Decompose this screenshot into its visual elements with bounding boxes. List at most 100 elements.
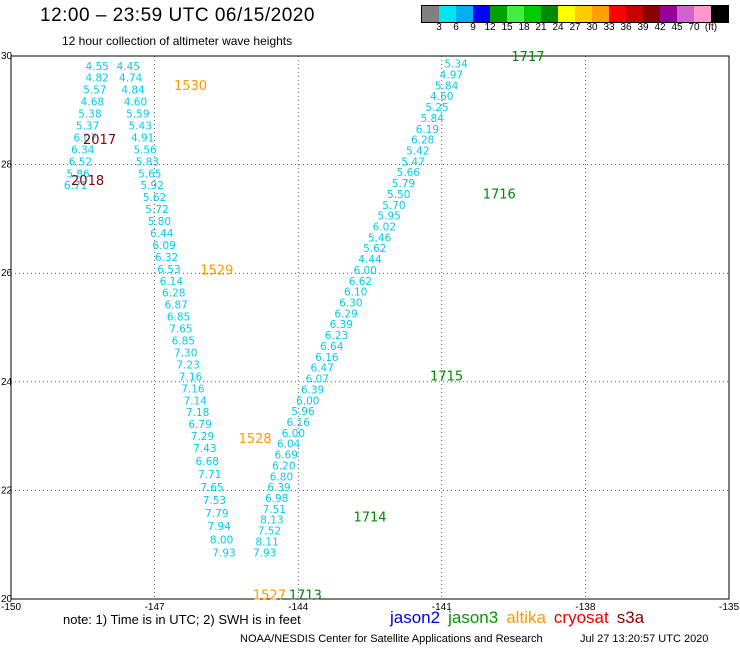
legend-swatch: [609, 6, 626, 22]
swh-label: 6.02: [373, 222, 396, 234]
pass-label: 2018: [71, 174, 104, 189]
pass-label: 1528: [239, 432, 272, 447]
axis-ticks: -150 -147 -144 -141 -138 -135 20 22 24 26 28 30: [1, 51, 739, 610]
swh-label: 5.80: [148, 216, 171, 228]
swh-label: 6.68: [196, 456, 219, 468]
satellite-name: altika: [506, 608, 546, 627]
swh-label: 5.86: [66, 168, 90, 180]
legend-label: 15: [501, 22, 513, 33]
swh-label: 5.37: [76, 121, 99, 133]
legend-label: (ft): [704, 22, 718, 33]
swh-label: 4.60: [430, 91, 453, 103]
legend-label: 24: [552, 22, 564, 33]
satellite-name: s3a: [616, 608, 645, 627]
swh-label: 7.94: [208, 521, 232, 533]
legend-swatch: [660, 6, 677, 22]
swh-label: 5.62: [363, 243, 386, 255]
swh-label: 5.65: [138, 168, 161, 180]
page-title: 12:00 – 23:59 UTC 06/15/2020: [40, 5, 315, 26]
legend-swatch: [490, 6, 507, 22]
swh-label: 6.16: [287, 417, 311, 429]
swh-label: 7.23: [176, 359, 199, 371]
legend-label: 18: [518, 22, 530, 33]
swh-label: 6.98: [265, 493, 288, 505]
legend-swatch: [507, 6, 524, 22]
swh-label: 6.44: [150, 228, 174, 240]
swh-label: 7.51: [263, 504, 286, 516]
swh-label: 7.79: [205, 508, 228, 520]
swh-label: 6.28: [162, 288, 185, 300]
page-subtitle: 12 hour collection of altimeter wave hei…: [62, 34, 293, 48]
color-scale-labels: 3 6 9 12 15 18 21 24 27 30 33 36 39 42 45 70 (ft): [421, 22, 740, 34]
swh-label: 8.00: [210, 534, 233, 546]
swh-label: 6.30: [339, 298, 362, 310]
legend-swatch: [422, 6, 439, 22]
x-tick-label: -147: [145, 602, 165, 610]
swh-label: 6.29: [334, 308, 357, 320]
swh-label: 5.95: [377, 211, 400, 223]
swh-label: 7.18: [186, 407, 209, 419]
swh-label: 6.19: [416, 124, 439, 136]
swh-label: 4.97: [440, 69, 463, 81]
swh-label: 6.32: [155, 252, 178, 264]
y-tick-label: 24: [1, 377, 13, 388]
credit-line: NOAA/NESDIS Center for Satellite Applica…: [240, 633, 543, 645]
swh-label: 4.74: [119, 73, 143, 85]
x-tick-label: -144: [288, 602, 308, 610]
swh-label: 7.52: [258, 526, 281, 538]
pass-label: 1530: [174, 79, 207, 94]
swh-label: 4.84: [121, 85, 145, 97]
swh-label: 6.39: [301, 384, 324, 396]
swh-label: 6.00: [296, 395, 319, 407]
swh-label: 5.66: [397, 167, 421, 179]
legend-label: 27: [569, 22, 581, 33]
swh-label: 4.82: [85, 73, 108, 85]
swh-label: 6.09: [152, 240, 175, 252]
legend-label: 70: [688, 22, 700, 33]
swh-label: 5.57: [83, 85, 106, 97]
legend-swatch: [575, 6, 592, 22]
swh-label: 7.29: [191, 431, 214, 443]
legend-label: 36: [620, 22, 632, 33]
swh-label: 4.45: [117, 61, 140, 73]
generated-timestamp: Jul 27 13:20:57 UTC 2020: [580, 633, 709, 645]
swh-label: 7.65: [169, 324, 192, 336]
legend-label: 9: [470, 22, 476, 33]
swh-label: 5.96: [291, 406, 315, 418]
swh-label: 6.85: [172, 336, 195, 348]
swh-label: 6.64: [320, 341, 344, 353]
swh-label: 6.69: [275, 450, 298, 462]
pass-label: 1717: [511, 50, 544, 65]
swh-label: 8.13: [260, 515, 283, 527]
x-tick-label: -150: [1, 602, 21, 610]
swh-label: 6.28: [411, 135, 434, 147]
swh-label: 4.44: [358, 254, 382, 266]
swh-label: 6.10: [344, 287, 367, 299]
satellite-legend: jason2 jason3 altika cryosat s3a: [390, 608, 652, 628]
swh-label: 4.55: [85, 61, 108, 73]
legend-swatch: [541, 6, 558, 22]
swh-label: 7.43: [193, 443, 216, 455]
swh-label: 7.30: [174, 347, 197, 359]
legend-label: 33: [603, 22, 615, 33]
units-note: note: 1) Time is in UTC; 2) SWH is in fe…: [63, 612, 301, 627]
swh-label: 6.87: [164, 300, 187, 312]
swh-label: 5.62: [143, 192, 166, 204]
swh-label: 5.70: [382, 200, 405, 212]
legend-label: 21: [535, 22, 547, 33]
swh-label: 5.84: [421, 113, 445, 125]
swh-label: 4.91: [131, 132, 154, 144]
swh-label: 5.56: [133, 144, 157, 156]
satellite-name: jason2: [390, 608, 441, 627]
track-labels: 4.554.825.574.685.385.376.076.346.525.86…: [64, 59, 468, 560]
legend-label: 6: [453, 22, 459, 33]
y-tick-label: 26: [1, 268, 13, 279]
swh-label: 6.20: [272, 460, 295, 472]
legend-swatch: [439, 6, 456, 22]
swh-label: 6.07: [73, 132, 96, 144]
swh-label: 7.16: [181, 383, 205, 395]
pass-annotations: 1530 2017 2018 1529 1528 1527 1713 1714 1715 1716…: [71, 50, 544, 604]
swh-label: 5.79: [392, 178, 415, 190]
x-tick-label: -135: [719, 602, 739, 610]
legend-swatch: [592, 6, 609, 22]
